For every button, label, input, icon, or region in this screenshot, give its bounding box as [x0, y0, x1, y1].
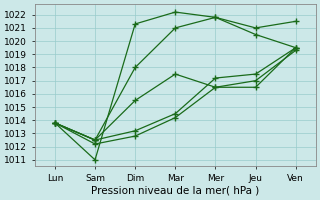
X-axis label: Pression niveau de la mer( hPa ): Pression niveau de la mer( hPa ): [91, 186, 260, 196]
